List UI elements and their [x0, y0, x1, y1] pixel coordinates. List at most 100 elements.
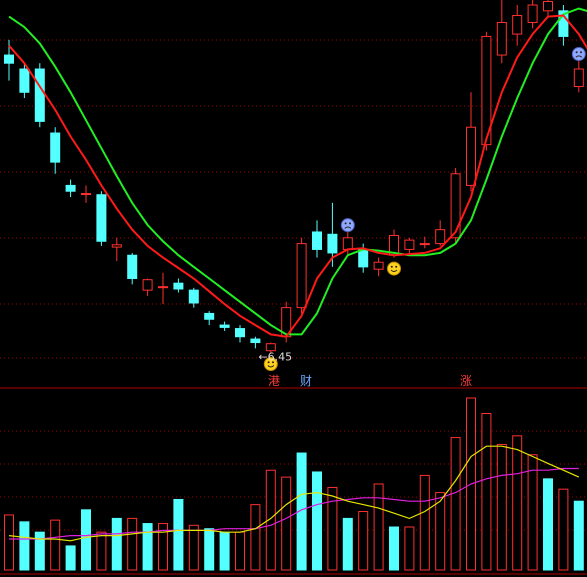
candle-body [404, 239, 415, 250]
candle-body [358, 248, 369, 268]
candle-2 [34, 63, 45, 128]
candle-body [173, 282, 184, 290]
volume-bar-7 [111, 517, 122, 571]
candle-body [512, 14, 523, 35]
candle-body [219, 324, 230, 328]
volume-bar-11 [173, 498, 184, 571]
ma-fast-line [8, 14, 587, 338]
volume-bar-5 [81, 509, 91, 571]
candle-body [327, 233, 338, 254]
candle-17 [265, 342, 276, 354]
volume-bar-18 [281, 476, 292, 571]
volume-bar-34 [527, 454, 538, 571]
candle-body [4, 54, 14, 64]
candle-body [342, 237, 353, 250]
candle-body [50, 132, 61, 163]
volume-bar-13 [204, 528, 215, 571]
grid-lines [0, 39, 587, 575]
candle-20 [312, 220, 322, 258]
volume-bar-3 [50, 519, 61, 571]
candle-33 [512, 5, 523, 46]
candle-10 [158, 272, 168, 305]
candle-body [573, 68, 584, 87]
candle-14 [219, 321, 230, 331]
candle-9 [142, 278, 153, 296]
candle-30 [466, 92, 476, 192]
candle-6 [96, 191, 107, 246]
volume-bar-22 [342, 517, 353, 571]
volume-bar-6 [96, 531, 107, 571]
candle-body [481, 35, 492, 146]
candle-body [435, 229, 446, 245]
candle-34 [527, 0, 538, 29]
volume-bar-14 [219, 531, 230, 571]
candle-31 [481, 31, 492, 151]
sad-face-icon [340, 218, 355, 233]
volume-bar-27 [419, 474, 430, 571]
candle-13 [204, 311, 215, 326]
min-price-label: ←6.45 [258, 350, 292, 363]
volume-bar-1 [19, 521, 30, 571]
volume-bar-37 [573, 500, 584, 571]
candle-35 [543, 0, 553, 17]
candle-36 [558, 5, 569, 46]
candle-body [265, 343, 276, 352]
volume-bar-36 [558, 488, 569, 571]
volume-bar-2 [34, 531, 45, 571]
candle-15 [235, 325, 245, 343]
volume-panel [4, 397, 584, 571]
candle-body [558, 10, 569, 37]
candle-26 [404, 237, 415, 256]
candle-24 [373, 257, 384, 277]
label-zhang: 涨 [460, 374, 473, 388]
volume-bar-16 [250, 504, 261, 571]
candle-body [188, 289, 199, 304]
volume-bar-17 [265, 469, 276, 571]
candle-11 [173, 278, 184, 293]
volume-bar-15 [235, 531, 245, 571]
candle-body [96, 194, 107, 242]
candle-body [34, 68, 45, 122]
candle-12 [188, 287, 199, 308]
smiley-icon [263, 357, 278, 372]
volume-bar-8 [127, 517, 138, 571]
volume-bar-32 [496, 443, 507, 571]
volume-bar-20 [312, 471, 322, 571]
candle-body [466, 126, 476, 186]
candle-1 [19, 63, 30, 99]
candle-body [127, 254, 138, 280]
volume-ma-magenta-line [9, 467, 579, 540]
candle-body [250, 338, 261, 344]
candle-body [142, 279, 153, 291]
candle-body [496, 21, 507, 56]
price-panel [4, 0, 587, 354]
candle-body [65, 184, 76, 192]
candle-32 [496, 0, 507, 64]
candle-body [312, 231, 322, 250]
candle-19 [296, 237, 307, 314]
volume-bar-33 [512, 435, 523, 571]
volume-bar-25 [389, 526, 399, 571]
candle-3 [50, 127, 61, 174]
volume-bar-29 [450, 437, 461, 571]
volume-bar-4 [65, 545, 76, 571]
candle-16 [250, 336, 261, 349]
candle-37 [573, 55, 584, 93]
candle-body [235, 328, 245, 338]
volume-bar-9 [142, 523, 153, 571]
volume-bar-23 [358, 511, 369, 571]
candle-21 [327, 202, 338, 267]
volume-bar-35 [543, 478, 553, 571]
candle-4 [65, 179, 76, 198]
volume-bar-31 [481, 412, 492, 571]
candle-body [204, 312, 215, 320]
candle-7 [111, 237, 122, 262]
volume-bar-12 [188, 524, 199, 571]
label-gang: 港 [268, 374, 281, 388]
volume-bar-21 [327, 486, 338, 571]
ma-slow-line [8, 7, 587, 336]
candle-27 [419, 236, 430, 249]
candle-body [81, 193, 91, 196]
volume-bar-10 [158, 523, 168, 571]
volume-ma-yellow-line [8, 445, 580, 542]
